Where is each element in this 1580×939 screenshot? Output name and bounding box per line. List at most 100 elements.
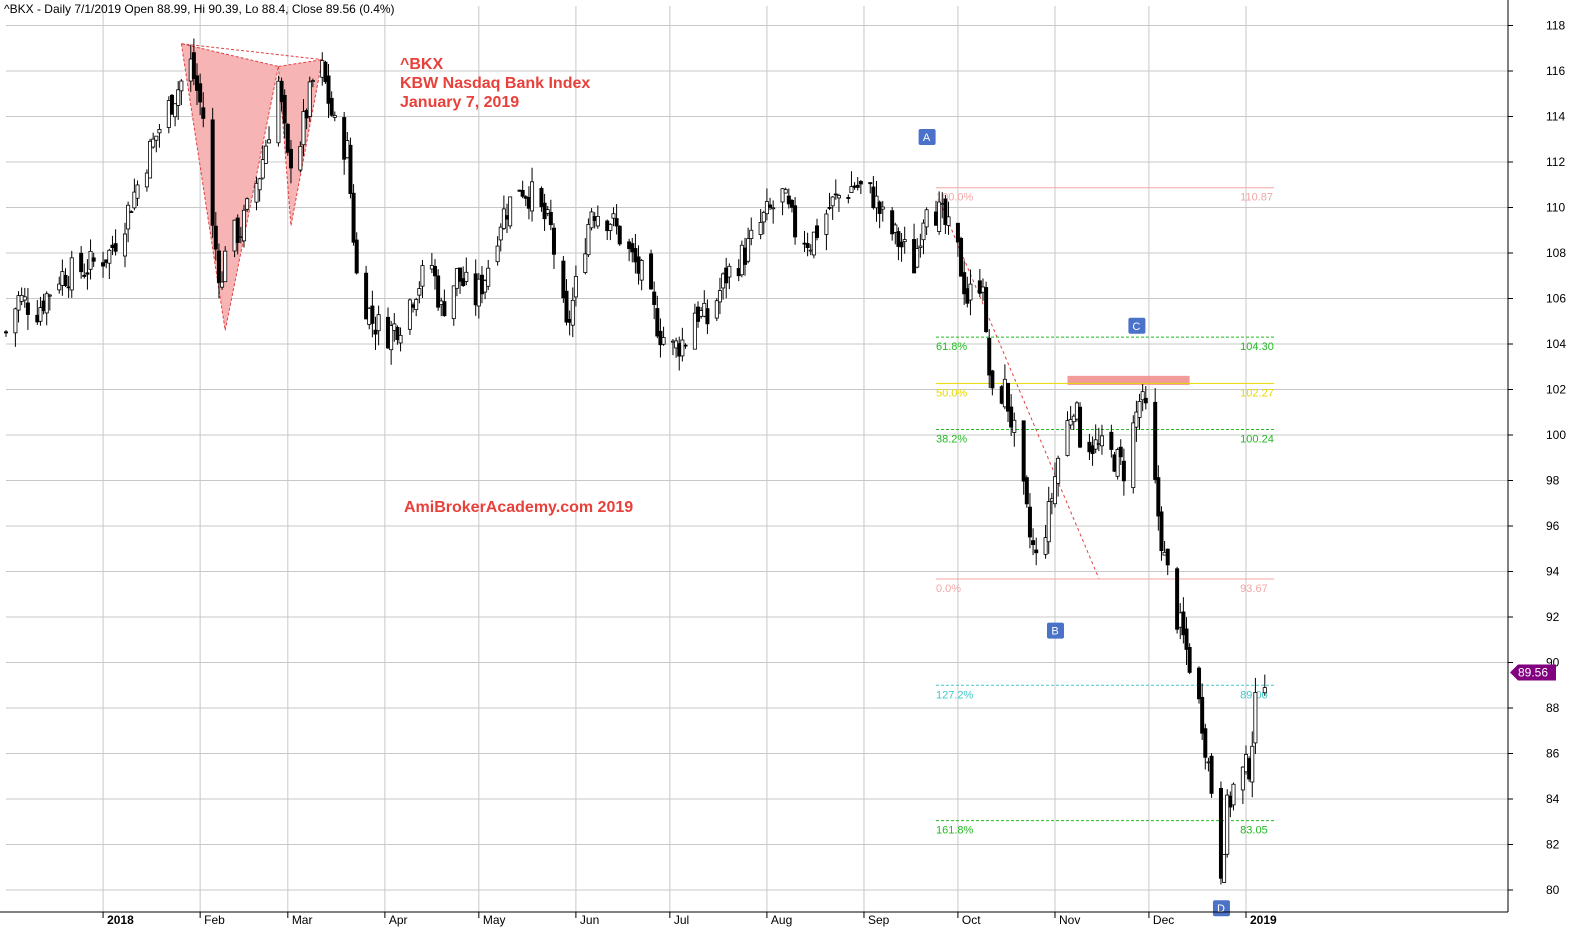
candle-body bbox=[1118, 446, 1123, 458]
candle-body bbox=[717, 290, 722, 303]
candle-body bbox=[417, 288, 422, 296]
annotation-symbol: ^BKX bbox=[400, 56, 443, 73]
candle-body bbox=[833, 193, 838, 196]
candle-body bbox=[1006, 382, 1011, 412]
candle-body bbox=[545, 209, 550, 214]
candle-body bbox=[771, 207, 776, 210]
candle-body bbox=[1112, 454, 1117, 472]
x-tick-label: 2019 bbox=[1250, 913, 1277, 927]
y-tick-label: 106 bbox=[1546, 292, 1566, 306]
candle-body bbox=[595, 215, 600, 227]
candle-body bbox=[764, 201, 769, 215]
wave-label-box bbox=[918, 128, 936, 145]
candle-body bbox=[210, 119, 215, 226]
x-tick-label: Dec bbox=[1153, 913, 1174, 927]
candle-body bbox=[198, 83, 203, 103]
candle-body bbox=[912, 239, 917, 274]
fib-left-label: 38.2% bbox=[936, 434, 967, 446]
candle-body bbox=[345, 140, 350, 159]
candle-body bbox=[670, 340, 675, 343]
candle-body bbox=[573, 276, 578, 298]
candle-body bbox=[326, 75, 331, 104]
candle-body bbox=[893, 224, 898, 233]
candle-body bbox=[984, 287, 989, 332]
candle-body bbox=[1165, 548, 1170, 566]
candle-body bbox=[1209, 755, 1214, 794]
candle-body bbox=[793, 205, 798, 238]
candle-body bbox=[411, 304, 416, 308]
candle-body bbox=[420, 265, 425, 287]
candle-body bbox=[940, 203, 945, 206]
candle-body bbox=[110, 244, 115, 248]
candle-body bbox=[213, 225, 218, 250]
fib-right-label: 110.87 bbox=[1240, 192, 1273, 204]
candle-body bbox=[520, 190, 525, 197]
candle-body bbox=[955, 222, 960, 243]
candle-body bbox=[890, 210, 895, 235]
candle-body bbox=[348, 144, 353, 194]
candle-body bbox=[1071, 415, 1076, 423]
candle-body bbox=[436, 275, 441, 308]
fib-left-label: 50.0% bbox=[936, 387, 967, 399]
candle-body bbox=[999, 386, 1004, 404]
y-tick-label: 112 bbox=[1546, 155, 1565, 169]
candle-body bbox=[768, 204, 773, 208]
fib-left-label: 61.8% bbox=[936, 341, 967, 353]
candle-body bbox=[260, 159, 265, 179]
candle-body bbox=[539, 188, 544, 208]
candle-body bbox=[389, 325, 394, 351]
fib-right-label: 93.67 bbox=[1240, 583, 1268, 595]
candle-body bbox=[652, 291, 657, 305]
candle-body bbox=[169, 94, 174, 115]
candle-body bbox=[586, 224, 591, 256]
candle-body bbox=[1056, 457, 1061, 484]
candle-body bbox=[60, 271, 65, 286]
candle-body bbox=[937, 201, 942, 232]
candle-body bbox=[583, 253, 588, 273]
candle-body bbox=[858, 180, 863, 185]
candle-body bbox=[254, 182, 259, 203]
candle-body bbox=[282, 94, 287, 124]
candle-body bbox=[1093, 439, 1098, 450]
candle-body bbox=[501, 208, 506, 229]
candle-body bbox=[505, 215, 510, 220]
candle-body bbox=[749, 229, 754, 239]
candle-body bbox=[439, 300, 444, 305]
candle-body bbox=[370, 305, 375, 324]
candle-body bbox=[464, 271, 469, 282]
candle-body bbox=[780, 188, 785, 203]
candle-body bbox=[968, 283, 973, 301]
candle-body bbox=[802, 242, 807, 245]
candle-body bbox=[151, 138, 156, 148]
candle-body bbox=[279, 80, 284, 102]
x-tick-label: Jun bbox=[580, 913, 599, 927]
candle-body bbox=[721, 273, 726, 289]
candle-body bbox=[943, 198, 948, 225]
candle-body bbox=[1021, 420, 1026, 482]
candle-body bbox=[1218, 787, 1223, 879]
candle-body bbox=[19, 294, 24, 302]
candle-body bbox=[461, 278, 466, 287]
candle-body bbox=[815, 225, 820, 238]
candle-body bbox=[351, 192, 356, 243]
candle-body bbox=[188, 58, 193, 82]
candle-body bbox=[1065, 420, 1070, 456]
y-tick-label: 92 bbox=[1546, 610, 1560, 624]
fib-right-label: 83.05 bbox=[1240, 825, 1268, 837]
candle-body bbox=[154, 135, 159, 141]
candle-body bbox=[1012, 419, 1017, 433]
candle-body bbox=[376, 314, 381, 332]
candle-body bbox=[1009, 406, 1014, 428]
candle-body bbox=[1087, 441, 1092, 453]
x-tick-label: Nov bbox=[1059, 913, 1080, 927]
candle-body bbox=[407, 299, 412, 330]
candle-body bbox=[1162, 551, 1167, 556]
candle-body bbox=[1068, 419, 1073, 426]
candle-body bbox=[915, 248, 920, 268]
candle-body bbox=[129, 211, 134, 213]
x-tick-label: Sep bbox=[868, 913, 890, 927]
candle-body bbox=[101, 262, 106, 267]
candle-body bbox=[570, 299, 575, 326]
candle-body bbox=[699, 310, 704, 317]
candle-body bbox=[551, 227, 556, 255]
